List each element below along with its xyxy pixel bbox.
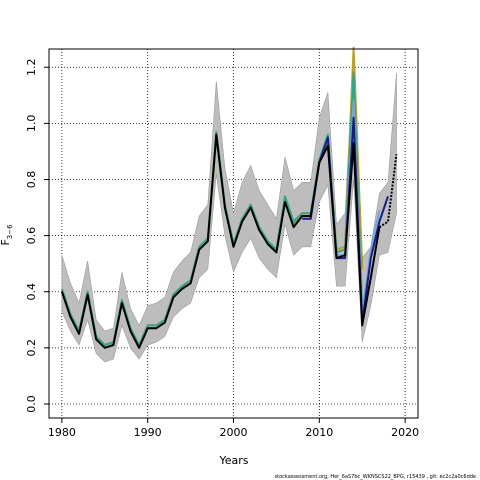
x-tick-label: 1990: [134, 426, 162, 439]
series-line-0: [60, 133, 381, 349]
y-tick-label: 0.8: [25, 171, 38, 189]
y-tick-label: 1.2: [25, 58, 38, 76]
confidence-band-group: [61, 50, 397, 363]
y-axis-title: F3−6: [0, 224, 14, 246]
x-axis-title: Years: [218, 454, 248, 467]
footer-text: stockassessment.org, Her_6aS7bc_WKNSCS22…: [275, 474, 476, 480]
x-axis: 1980 1990 2000 2010 2020: [48, 418, 419, 439]
y-tick-label: 0.2: [25, 339, 38, 357]
x-tick-label: 2010: [305, 426, 333, 439]
y-axis: 0.0 0.2 0.4 0.6 0.8 1.0 1.2: [25, 58, 49, 413]
y-tick-label: 0.0: [25, 395, 38, 413]
y-axis-title-main: F: [0, 239, 12, 245]
y-tick-label: 0.4: [25, 283, 38, 301]
x-tick-label: 2020: [391, 426, 419, 439]
series-group: [60, 46, 398, 349]
y-axis-title-sub: 3−6: [6, 224, 14, 239]
y-tick-label: 0.6: [25, 227, 38, 245]
x-tick-label: 2000: [220, 426, 248, 439]
confidence-band: [61, 50, 397, 363]
y-tick-label: 1.0: [25, 115, 38, 132]
x-tick-label: 1980: [48, 426, 76, 439]
